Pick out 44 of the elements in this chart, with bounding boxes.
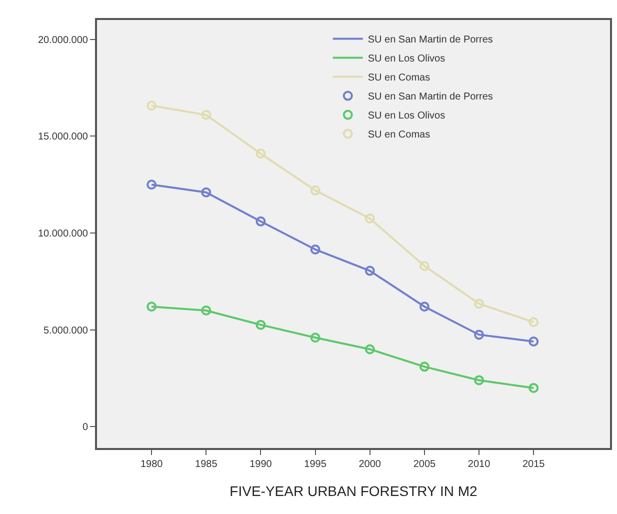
text: FIVE-YEAR URBAN FORESTRY IN M2 [230, 483, 478, 500]
x-tick-label: 1990 [250, 459, 272, 470]
x-tick-label: 1980 [140, 459, 164, 470]
x-tick-label: 2015 [522, 459, 546, 470]
point [364, 266, 375, 276]
x-tick-label: 1985 [195, 459, 218, 470]
point [474, 375, 484, 386]
point [364, 214, 375, 224]
point [419, 362, 430, 372]
point [256, 320, 266, 330]
point [528, 336, 539, 346]
y-tick-label: 20.000.000 [38, 34, 88, 46]
point [364, 344, 375, 354]
x-tick-label: 1995 [304, 459, 327, 470]
legend-label: SU en Comas [368, 130, 430, 141]
point [528, 317, 539, 328]
legend-label: SU en Los Olivos [368, 54, 446, 65]
point [310, 332, 320, 343]
x-tick-label: 2010 [468, 459, 491, 470]
point [474, 298, 484, 309]
point [310, 185, 320, 196]
point [256, 216, 266, 226]
legend-label: SU en San Martin de Porres [368, 34, 493, 46]
y-tick-label: 0 [82, 422, 88, 434]
point [201, 110, 212, 120]
point [474, 330, 484, 340]
point [146, 100, 157, 111]
legend-label: SU en Comas [368, 72, 430, 84]
point [310, 244, 320, 254]
y-tick-label: 5.000.000 [44, 325, 88, 336]
y-tick-label: 10.000.000 [38, 228, 88, 240]
legend-label: SU en Los Olivos [368, 110, 446, 122]
point [201, 306, 212, 316]
x-tick-label: 2000 [358, 459, 382, 470]
point [201, 187, 212, 198]
point [419, 260, 430, 271]
point [419, 302, 430, 312]
y-tick-label: 15.000.000 [38, 132, 88, 143]
point [528, 382, 539, 393]
x-tick-label: 2005 [413, 459, 436, 470]
point [256, 148, 266, 159]
point [146, 302, 157, 312]
legend-label: SU en San Martin de Porres [368, 92, 493, 103]
point [146, 180, 157, 190]
